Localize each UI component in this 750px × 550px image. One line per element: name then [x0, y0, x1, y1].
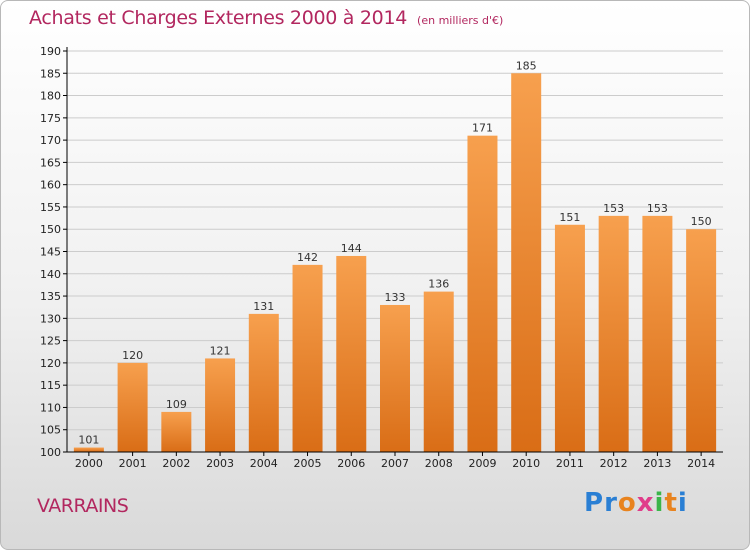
- bars: 101 120 109 121 131 142 144 133 136 171 185 151 153 1…: [73, 59, 717, 453]
- logo-letter: x: [636, 488, 655, 518]
- y-tick-label: 165: [40, 156, 61, 169]
- bar: [423, 291, 454, 452]
- data-label: 133: [385, 291, 406, 304]
- place-name: VARRAINS: [37, 495, 129, 517]
- logo-letter: r: [604, 488, 618, 518]
- axes: 100 105 110 115 120 125 130 135 140 145 150 155 160 1…: [40, 45, 723, 470]
- data-label: 121: [210, 344, 231, 357]
- x-tick-label: 2003: [206, 457, 234, 470]
- x-tick-label: 2011: [556, 457, 584, 470]
- y-tick-label: 180: [40, 90, 61, 103]
- data-label: 101: [78, 434, 99, 447]
- data-label: 153: [603, 202, 624, 215]
- y-tick-label: 135: [40, 290, 61, 303]
- chart-subtitle: (en milliers d'€): [417, 14, 504, 27]
- bar: [467, 135, 498, 452]
- bar: [598, 215, 629, 452]
- proxiti-logo: Proxiti: [584, 488, 688, 518]
- x-tick-label: 2006: [337, 457, 365, 470]
- y-tick-label: 175: [40, 112, 61, 125]
- y-tick-label: 130: [40, 312, 61, 325]
- data-label: 151: [559, 211, 580, 224]
- data-label: 185: [516, 59, 537, 72]
- data-label: 131: [253, 300, 274, 313]
- bar: [248, 313, 279, 452]
- data-label: 171: [472, 122, 493, 135]
- logo-letter: t: [664, 488, 678, 518]
- data-label: 144: [341, 242, 362, 255]
- bar: [205, 358, 236, 452]
- y-tick-label: 125: [40, 335, 61, 348]
- x-tick-label: 2010: [512, 457, 540, 470]
- logo-letter: i: [677, 488, 688, 518]
- data-label: 142: [297, 251, 318, 264]
- x-tick-label: 2004: [250, 457, 278, 470]
- x-tick-label: 2009: [468, 457, 496, 470]
- x-tick-label: 2014: [687, 457, 715, 470]
- x-tick-label: 2008: [425, 457, 453, 470]
- bar: [117, 362, 148, 452]
- y-tick-label: 120: [40, 357, 61, 370]
- bar: [554, 224, 585, 452]
- logo-letter: i: [654, 488, 665, 518]
- data-label: 136: [428, 278, 449, 291]
- y-tick-label: 110: [40, 401, 61, 414]
- bar: [336, 255, 367, 452]
- bar: [380, 304, 410, 452]
- y-tick-label: 160: [40, 179, 61, 192]
- y-tick-label: 140: [40, 268, 61, 281]
- chart-title-text: Achats et Charges Externes 2000 à 2014: [29, 7, 408, 29]
- y-tick-label: 145: [40, 246, 61, 259]
- x-tick-label: 2002: [162, 457, 190, 470]
- bar: [292, 264, 323, 452]
- y-tick-label: 115: [40, 379, 61, 392]
- data-label: 109: [166, 398, 187, 411]
- bar: [73, 447, 104, 452]
- y-tick-label: 170: [40, 134, 61, 147]
- chart-title: Achats et Charges Externes 2000 à 2014 (e…: [29, 7, 503, 29]
- x-tick-label: 2013: [643, 457, 671, 470]
- x-tick-label: 2001: [119, 457, 147, 470]
- bar: [511, 73, 542, 453]
- data-label: 120: [122, 349, 143, 362]
- logo-letter: P: [584, 488, 605, 518]
- data-label: 153: [647, 202, 668, 215]
- bar: [161, 411, 192, 452]
- bar: [642, 215, 673, 452]
- bar: [686, 229, 717, 452]
- y-tick-label: 105: [40, 424, 61, 437]
- y-tick-label: 190: [40, 45, 61, 58]
- x-tick-label: 2012: [600, 457, 628, 470]
- x-tick-label: 2005: [294, 457, 322, 470]
- y-tick-label: 150: [40, 223, 61, 236]
- y-tick-label: 100: [40, 446, 61, 459]
- x-tick-label: 2000: [75, 457, 103, 470]
- x-tick-label: 2007: [381, 457, 409, 470]
- logo-letter: o: [617, 488, 637, 518]
- data-label: 150: [691, 215, 712, 228]
- y-tick-label: 155: [40, 201, 61, 214]
- y-tick-label: 185: [40, 67, 61, 80]
